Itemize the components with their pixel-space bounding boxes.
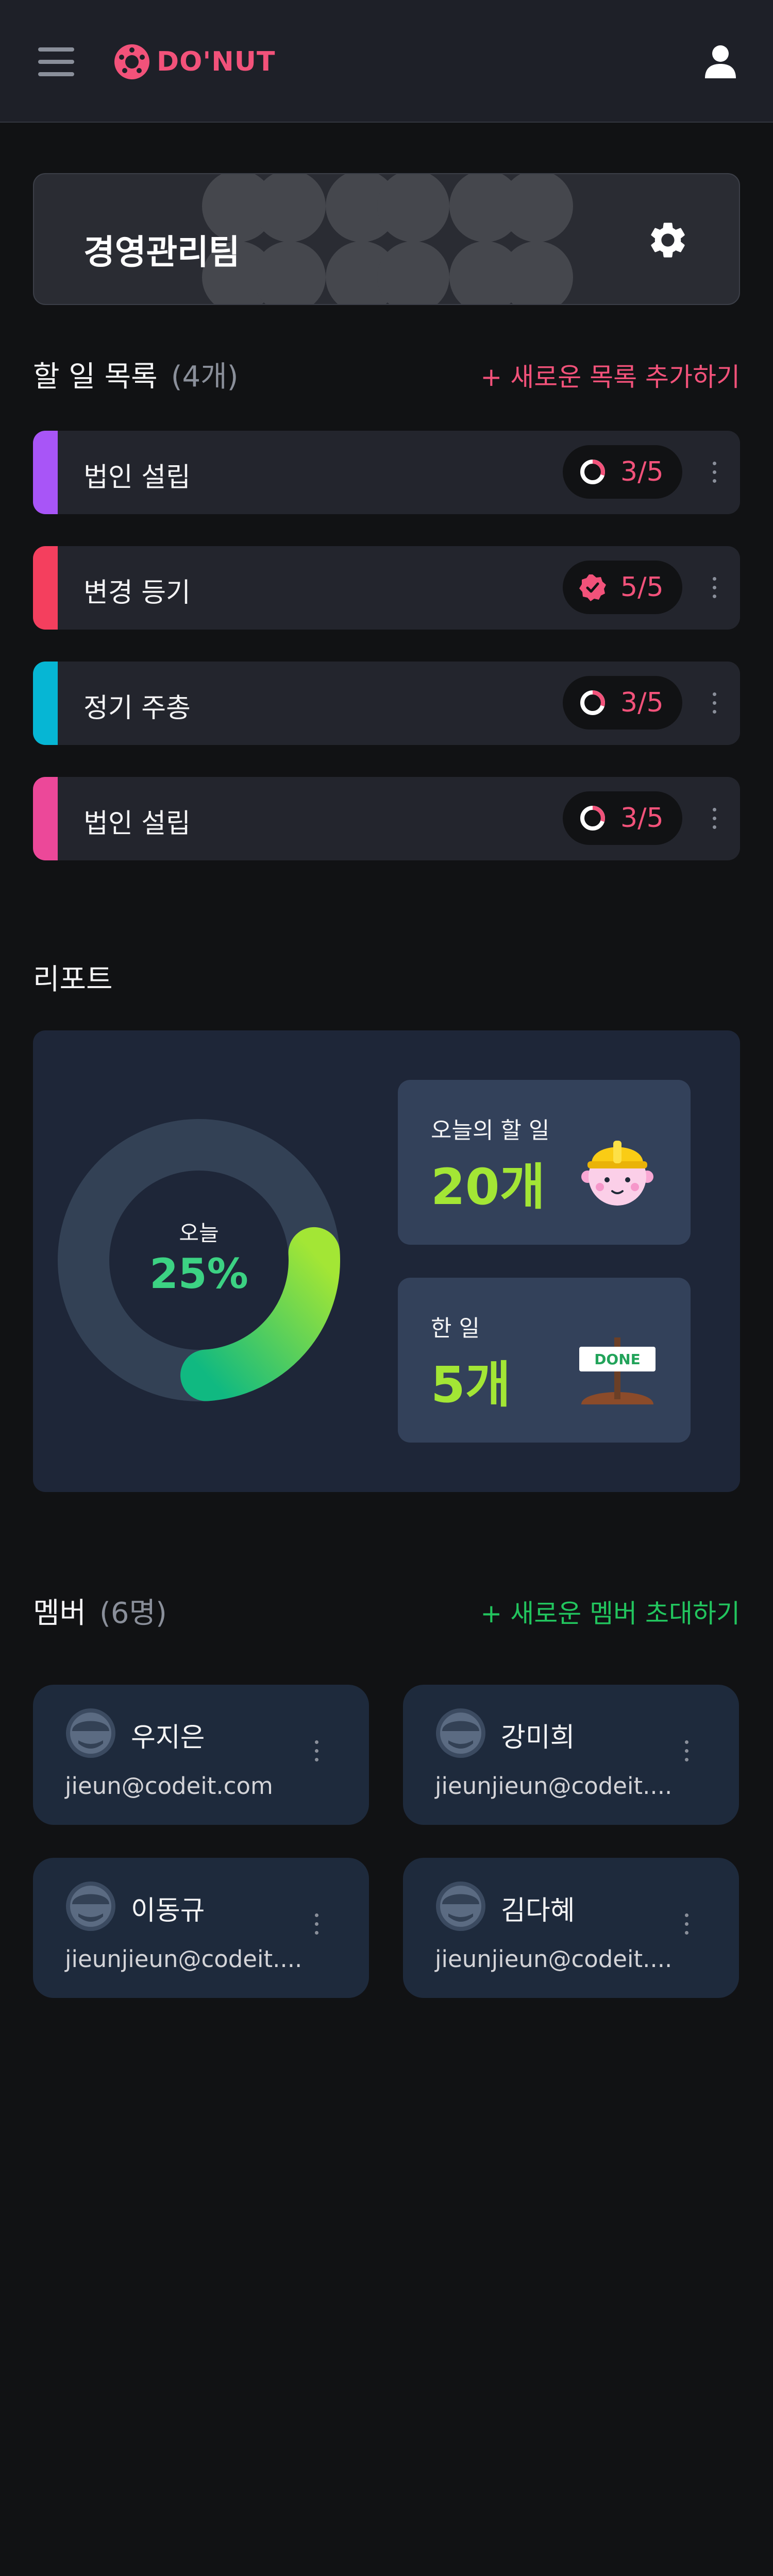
task-color-bar <box>33 546 58 630</box>
member-card[interactable]: 김다혜 jieunjieun@codeit.... <box>403 1858 739 1998</box>
member-email: jieunjieun@codeit.... <box>435 1772 673 1800</box>
tasks-title: 할 일 목록 <box>33 360 158 394</box>
members-title: 멤버 <box>33 1597 87 1630</box>
kebab-menu-icon[interactable] <box>703 461 726 484</box>
team-name: 경영관리팀 <box>83 232 240 272</box>
kebab-menu-icon[interactable] <box>675 1739 698 1763</box>
task-name: 법인 설립 <box>83 808 191 839</box>
member-name: 이동규 <box>131 1895 205 1926</box>
task-list-item[interactable]: 변경 등기 5/5 <box>33 546 740 630</box>
gear-icon[interactable] <box>646 218 690 262</box>
task-progress-text: 3/5 <box>620 803 664 834</box>
kebab-menu-icon[interactable] <box>305 1912 328 1936</box>
task-progress-badge: 3/5 <box>563 791 682 845</box>
tasks-section-title: 할 일 목록 (4개) <box>33 353 239 395</box>
members-count: (6명) <box>99 1597 167 1630</box>
tasks-count: (4개) <box>171 360 239 394</box>
avatar-icon <box>436 1882 485 1931</box>
done-sign-text: DONE <box>594 1351 641 1368</box>
task-progress-text: 3/5 <box>620 687 664 718</box>
member-card[interactable]: 강미희 jieunjieun@codeit.... <box>403 1685 739 1825</box>
member-name: 강미희 <box>501 1722 575 1753</box>
member-name: 우지은 <box>131 1722 205 1753</box>
task-progress-text: 5/5 <box>620 572 664 603</box>
task-name: 변경 등기 <box>83 578 191 608</box>
task-color-bar <box>33 777 58 860</box>
task-list-item[interactable]: 법인 설립 3/5 <box>33 431 740 514</box>
task-progress-badge: 3/5 <box>563 676 682 730</box>
stat-value: 5개 <box>431 1356 511 1414</box>
progress-ring-icon <box>580 806 605 831</box>
today-tasks-stat: 오늘의 할 일 20개 <box>398 1080 691 1245</box>
task-name: 정기 주총 <box>83 693 191 724</box>
members-section-title: 멤버 (6명) <box>33 1590 167 1632</box>
add-task-list-button[interactable]: + 새로운 목록 추가하기 <box>480 362 740 392</box>
task-progress-badge: 3/5 <box>563 445 682 499</box>
top-header: DO'NUT <box>0 0 773 123</box>
done-tasks-stat: 한 일 5개 DONE <box>398 1278 691 1443</box>
donut-logo-icon <box>114 44 149 79</box>
avatar-icon <box>66 1882 115 1931</box>
progress-ring-icon <box>580 690 605 715</box>
donut-label: 오늘 <box>179 1221 219 1246</box>
task-color-bar <box>33 662 58 745</box>
member-card[interactable]: 우지은 jieun@codeit.com <box>33 1685 369 1825</box>
report-section-title: 리포트 <box>33 963 113 996</box>
member-email: jieun@codeit.com <box>65 1772 273 1800</box>
user-icon[interactable] <box>701 42 740 81</box>
progress-donut-chart <box>58 1119 340 1401</box>
task-progress-text: 3/5 <box>620 456 664 487</box>
stat-label: 한 일 <box>431 1315 480 1342</box>
done-sign-icon: DONE <box>579 1337 656 1404</box>
member-name: 김다혜 <box>501 1895 575 1926</box>
invite-member-button[interactable]: + 새로운 멤버 초대하기 <box>480 1599 740 1629</box>
team-pattern-decoration <box>202 174 573 304</box>
kebab-menu-icon[interactable] <box>703 691 726 715</box>
logo-text: DO'NUT <box>157 46 276 77</box>
team-card: 경영관리팀 <box>33 173 740 305</box>
donut-progress-arc <box>180 1227 340 1401</box>
report-card: 오늘 25% 오늘의 할 일 20개 한 일 5개 DONE <box>33 1030 740 1492</box>
logo[interactable]: DO'NUT <box>112 42 276 81</box>
donut-value: 25% <box>149 1250 248 1298</box>
stat-value: 20개 <box>431 1158 545 1216</box>
avatar-icon <box>436 1708 485 1758</box>
kebab-menu-icon[interactable] <box>703 807 726 831</box>
progress-ring-icon <box>580 460 605 484</box>
task-list-item[interactable]: 정기 주총 3/5 <box>33 662 740 745</box>
member-email: jieunjieun@codeit.... <box>65 1945 303 1973</box>
task-color-bar <box>33 431 58 514</box>
task-name: 법인 설립 <box>83 462 191 493</box>
hamburger-menu-icon[interactable] <box>33 45 80 78</box>
kebab-menu-icon[interactable] <box>675 1912 698 1936</box>
check-badge-icon <box>579 574 606 601</box>
worker-face-icon <box>581 1141 653 1206</box>
task-list-item[interactable]: 법인 설립 3/5 <box>33 777 740 860</box>
kebab-menu-icon[interactable] <box>305 1739 328 1763</box>
member-card[interactable]: 이동규 jieunjieun@codeit.... <box>33 1858 369 1998</box>
member-email: jieunjieun@codeit.... <box>435 1945 673 1973</box>
avatar-icon <box>66 1708 115 1758</box>
kebab-menu-icon[interactable] <box>703 576 726 600</box>
stat-label: 오늘의 할 일 <box>431 1117 550 1144</box>
task-progress-badge: 5/5 <box>563 561 682 614</box>
